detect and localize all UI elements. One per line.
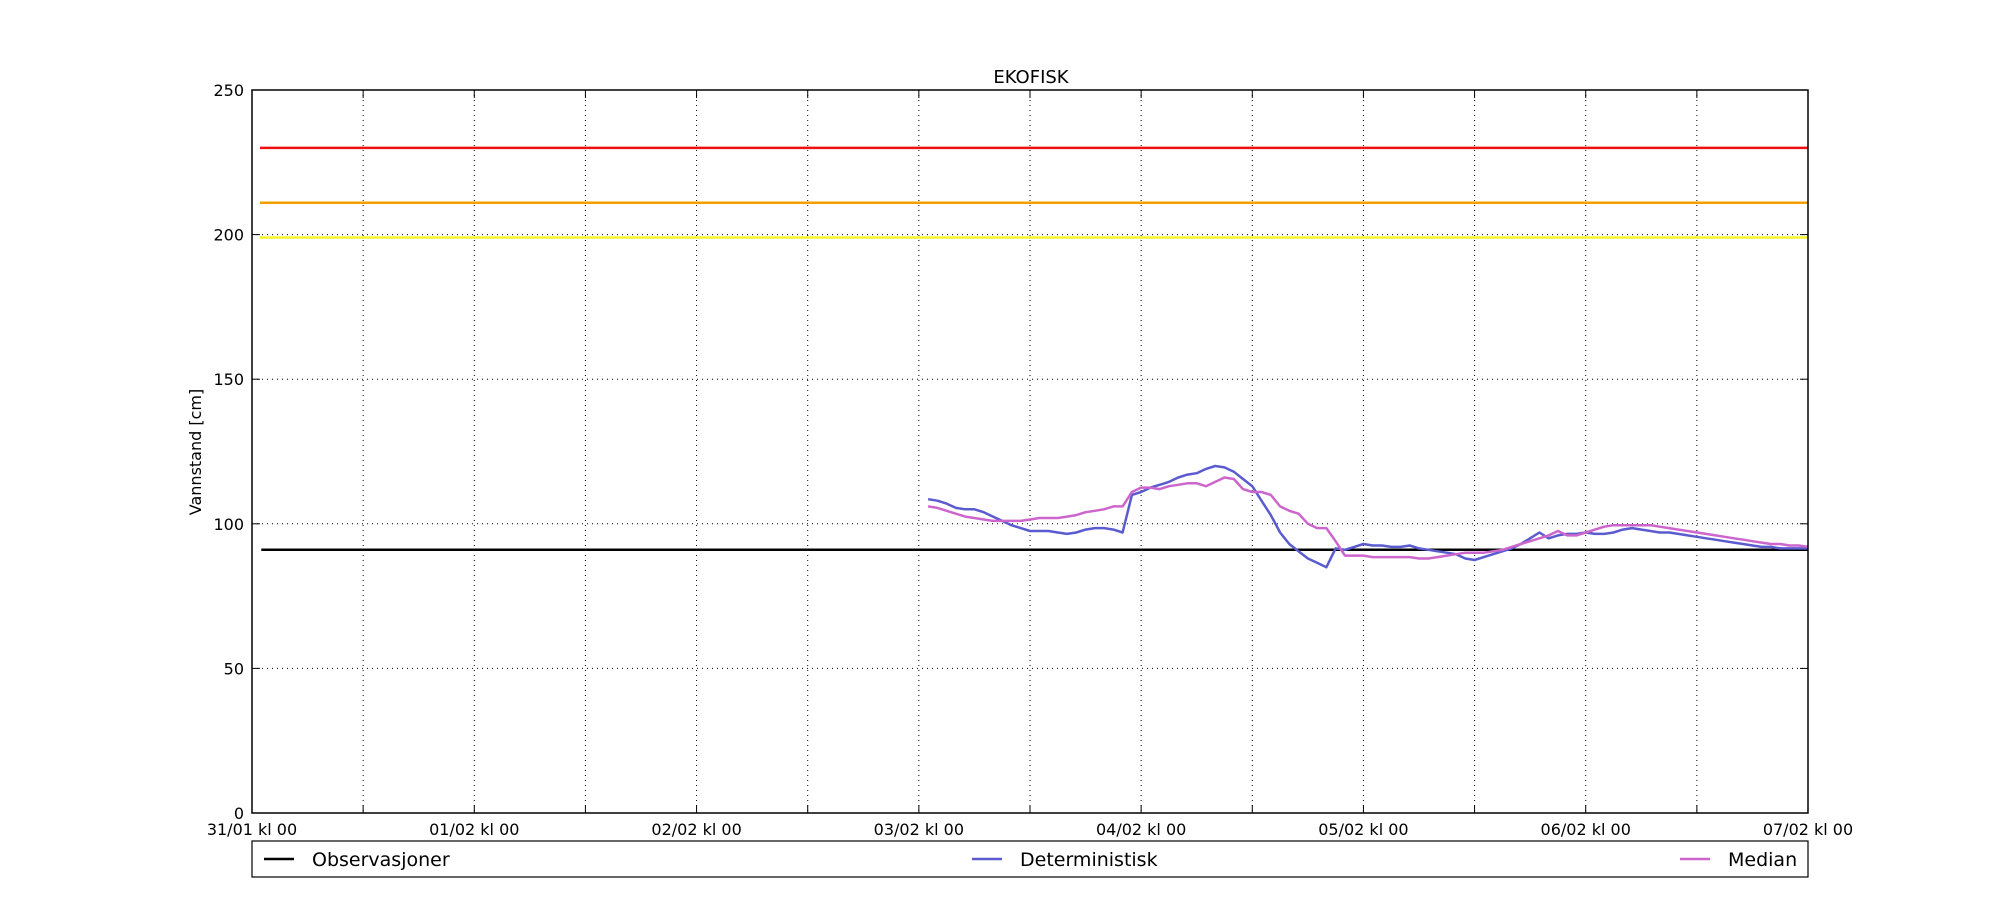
y-tick-label: 100: [213, 515, 244, 534]
chart-title: EKOFISK: [993, 67, 1069, 88]
grid-lines: [252, 90, 1808, 813]
threshold-lines: [260, 146, 1808, 239]
series-lines: [261, 464, 1809, 569]
legend-label: Median: [1728, 849, 1797, 871]
y-tick-label: 50: [224, 659, 244, 678]
x-tick-label: 31/01 kl 00: [207, 820, 297, 839]
x-tick-label: 07/02 kl 00: [1763, 820, 1853, 839]
x-tick-label: 01/02 kl 00: [429, 820, 519, 839]
x-tick-label: 02/02 kl 00: [651, 820, 741, 839]
legend-label: Observasjoner: [312, 849, 450, 871]
legend-box: [251, 840, 1809, 878]
y-tick-label: 150: [213, 370, 244, 389]
y-tick-label: 200: [213, 226, 244, 245]
series-line-deterministisk: [927, 464, 1808, 569]
y-tick-label: 0: [234, 804, 244, 823]
x-tick-label: 06/02 kl 00: [1541, 820, 1631, 839]
series-line-median: [927, 476, 1809, 560]
y-axis-label: Vannstand [cm]: [186, 389, 205, 515]
y-tick-label: 250: [213, 81, 244, 100]
x-tick-label: 04/02 kl 00: [1096, 820, 1186, 839]
legend-label: Deterministisk: [1020, 849, 1158, 871]
x-tick-label: 03/02 kl 00: [874, 820, 964, 839]
legend: Observasjoner Deterministisk Median: [251, 840, 1809, 878]
axis-ticks: 0 50 100 150 200 250 31/01 kl 00 01/02 kl 00 02/…: [207, 81, 1853, 839]
x-tick-label: 05/02 kl 00: [1318, 820, 1408, 839]
